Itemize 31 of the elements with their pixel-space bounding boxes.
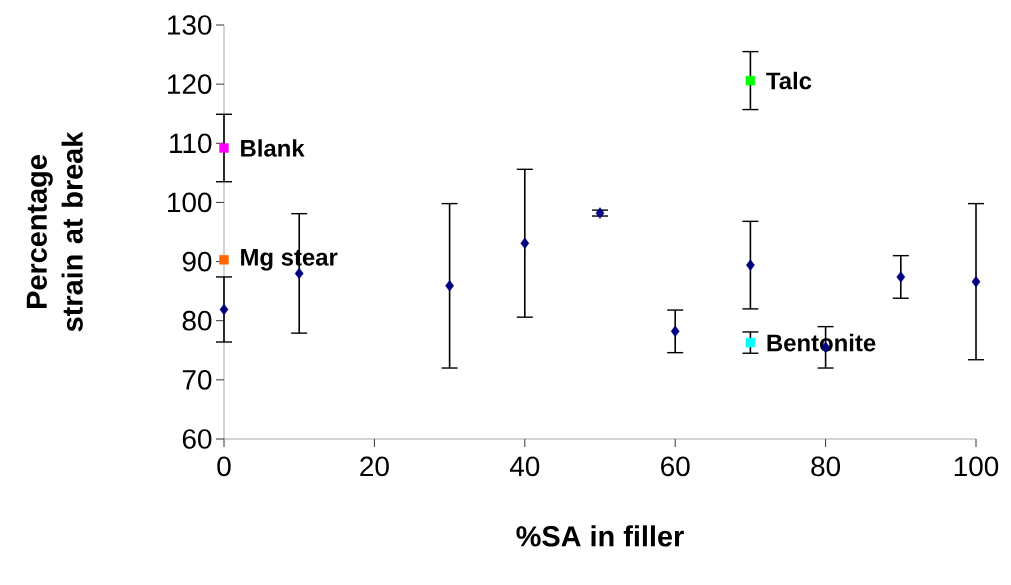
point [745, 337, 756, 348]
point [595, 207, 605, 219]
point [896, 271, 906, 283]
y-tick-label: 70 [182, 369, 212, 390]
point [971, 275, 981, 288]
y-tick-label: 100 [168, 192, 212, 213]
x-axis-title: %SA in filler [516, 525, 684, 547]
y-tick-label: 120 [168, 74, 212, 95]
series-label: Talc [766, 71, 812, 90]
y-tick-label: 90 [182, 251, 212, 272]
point [294, 267, 304, 280]
x-tick-label: 0 [217, 456, 231, 477]
y-tick-label: 130 [168, 15, 212, 35]
x-tick-label: 60 [661, 456, 690, 477]
point [219, 143, 229, 153]
point [520, 237, 530, 249]
x-tick-label: 40 [509, 456, 540, 477]
point [219, 303, 229, 316]
x-tick-label: 100 [954, 456, 999, 477]
y-tick-label: 60 [182, 429, 212, 449]
point [670, 325, 680, 338]
point [746, 259, 755, 271]
x-tick-label: 80 [811, 456, 841, 477]
y-axis-title: Percentage strain at break [26, 131, 83, 332]
x-tick-label: 20 [360, 456, 389, 477]
point [445, 280, 454, 292]
y-tick-label: 110 [170, 133, 212, 154]
y-tick-label: 80 [182, 310, 212, 331]
point [219, 255, 229, 265]
series-label: Blank [241, 139, 305, 157]
point [745, 75, 756, 86]
